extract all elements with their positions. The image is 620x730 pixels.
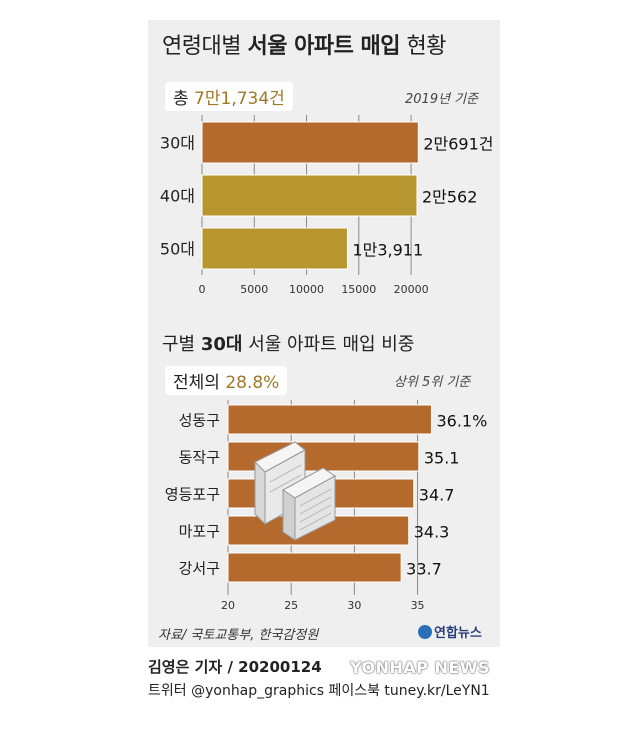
yonhap-news-watermark: YONHAP NEWS	[350, 658, 491, 677]
value-label: 33.7	[406, 560, 442, 579]
category-label: 동작구	[179, 449, 220, 467]
subtitle2-part3: 서울 아파트 매입 비중	[248, 334, 415, 355]
subtitle2-part1: 구별	[162, 334, 196, 355]
category-label: 30대	[160, 134, 195, 153]
value-label: 35.1	[424, 449, 460, 468]
chart-title: 연령대별 서울 아파트 매입 현황	[162, 28, 446, 60]
x-tick-label: 5000	[240, 283, 268, 296]
basis-note-2: 상위 5위 기준	[394, 375, 471, 390]
total-label: 총	[173, 89, 195, 109]
value-label: 36.1%	[436, 412, 487, 431]
x-tick-label: 15000	[341, 283, 376, 296]
total-value: 7만1,734건	[194, 89, 285, 109]
data-source: 자료/ 국토교통부, 한국감정원	[158, 628, 319, 643]
x-tick-label: 35	[411, 599, 425, 612]
category-label: 50대	[160, 240, 195, 259]
share-label: 전체의	[173, 373, 226, 393]
category-label: 마포구	[179, 523, 220, 541]
yonhap-logo-icon	[418, 625, 432, 639]
bar	[201, 174, 418, 217]
value-label: 2만691건	[423, 135, 493, 154]
title-part2: 서울 아파트 매입	[247, 34, 400, 59]
value-label: 34.3	[414, 523, 450, 542]
value-label: 1만3,911	[352, 241, 423, 260]
total-summary-badge: 총 7만1,734건	[165, 82, 293, 111]
chart-subtitle-2: 구별 30대 서울 아파트 매입 비중	[162, 330, 414, 356]
category-label: 강서구	[179, 560, 220, 578]
x-tick-label: 20	[221, 599, 235, 612]
value-label: 34.7	[419, 486, 455, 505]
x-tick-label: 0	[199, 283, 206, 296]
bar	[227, 404, 432, 435]
subtitle2-part2: 30대	[200, 334, 243, 355]
yonhap-logo: 연합뉴스	[418, 622, 482, 641]
share-summary-badge: 전체의 28.8%	[165, 366, 288, 395]
sns-credit: 트위터 @yonhap_graphics 페이스북 tuney.kr/LeYN1	[148, 683, 490, 699]
category-label: 성동구	[179, 412, 220, 430]
bar	[227, 552, 402, 583]
x-tick-label: 20000	[394, 283, 429, 296]
age-group-bar-chart: 0 5000 10000 15000 20000 30대 2만691건 40대 2만562 50대…	[160, 115, 493, 296]
share-value: 28.8%	[225, 373, 280, 393]
title-part1: 연령대별	[162, 34, 241, 59]
bar	[201, 227, 348, 270]
reporter-credit: 김영은 기자 / 20200124	[148, 658, 322, 676]
x-tick-label: 10000	[289, 283, 324, 296]
title-part3: 현황	[406, 34, 446, 59]
category-label: 40대	[160, 187, 195, 206]
bar	[201, 121, 419, 164]
x-tick-label: 30	[347, 599, 361, 612]
apartment-building-illustration	[254, 441, 336, 541]
value-label: 2만562	[422, 188, 477, 207]
logo-text: 연합뉴스	[434, 626, 482, 641]
x-tick-label: 25	[284, 599, 298, 612]
category-label: 영등포구	[165, 486, 220, 504]
basis-note-1: 2019년 기준	[405, 92, 479, 107]
